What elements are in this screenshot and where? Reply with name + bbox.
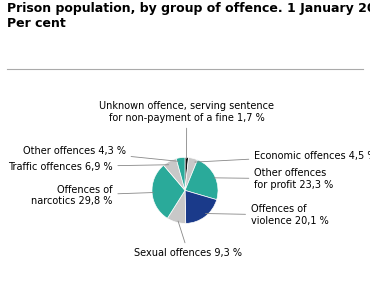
Wedge shape xyxy=(185,190,217,223)
Text: Offences of
violence 20,1 %: Offences of violence 20,1 % xyxy=(205,204,329,226)
Text: Prison population, by group of offence. 1 January 2008.
Per cent: Prison population, by group of offence. … xyxy=(7,2,370,29)
Wedge shape xyxy=(164,159,185,190)
Wedge shape xyxy=(152,165,185,218)
Wedge shape xyxy=(185,157,198,190)
Wedge shape xyxy=(185,157,189,190)
Text: Other offences
for profit 23,3 %: Other offences for profit 23,3 % xyxy=(214,168,334,190)
Wedge shape xyxy=(176,157,185,190)
Text: Offences of
narcotics 29,8 %: Offences of narcotics 29,8 % xyxy=(31,185,153,206)
Text: Sexual offences 9,3 %: Sexual offences 9,3 % xyxy=(134,221,242,258)
Wedge shape xyxy=(167,190,186,223)
Wedge shape xyxy=(185,160,218,200)
Text: Economic offences 4,5 %: Economic offences 4,5 % xyxy=(195,151,370,162)
Text: Unknown offence, serving sentence
for non-payment of a fine 1,7 %: Unknown offence, serving sentence for no… xyxy=(99,101,274,159)
Text: Traffic offences 6,9 %: Traffic offences 6,9 % xyxy=(8,162,169,172)
Text: Other offences 4,3 %: Other offences 4,3 % xyxy=(23,146,178,161)
